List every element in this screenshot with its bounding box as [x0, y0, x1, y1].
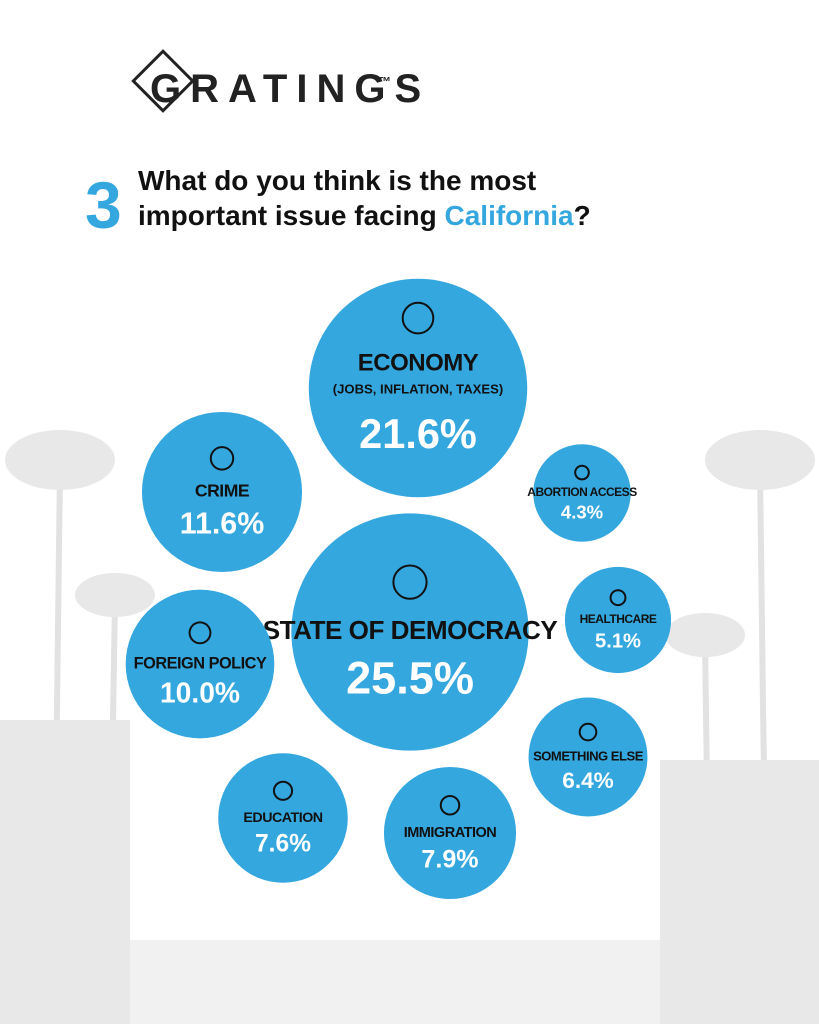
question-text: important issue facing [138, 200, 445, 231]
brand: GRATINGS [150, 67, 430, 111]
category-label: IMMIGRATION [404, 825, 497, 841]
icon [574, 464, 590, 481]
category-label: ABORTION ACCESS [527, 485, 637, 499]
icon [188, 621, 212, 645]
question-number: 3 [85, 168, 122, 242]
category-label: EDUCATION [243, 810, 322, 826]
bubble [533, 444, 631, 542]
value-label: 21.6% [359, 410, 477, 457]
icon [609, 589, 627, 607]
question-highlight: California [445, 200, 575, 231]
icon [272, 780, 294, 801]
icon [209, 446, 235, 471]
bubble [291, 513, 529, 751]
question-line: important issue facing California? [138, 200, 591, 231]
value-label: 11.6% [180, 507, 265, 541]
bubble [218, 753, 348, 883]
value-label: 7.6% [255, 831, 311, 858]
category-label: ECONOMY [358, 349, 479, 376]
bubble [383, 766, 517, 900]
bubble [141, 411, 303, 573]
background-palms [0, 430, 819, 1025]
category-label: STATE OF DEMOCRACY [263, 615, 558, 645]
value-label: 7.9% [421, 845, 478, 873]
icon [392, 564, 428, 600]
bubble [564, 566, 672, 674]
icon [439, 795, 461, 816]
bubbles: ECONOMY (JOBS, INFLATION, TAXES) 21.6% ABOR… [125, 278, 672, 900]
bubble [528, 697, 648, 817]
value-label: 5.1% [595, 631, 641, 653]
question-text: ? [574, 200, 591, 231]
category-label: CRIME [195, 481, 250, 501]
category-label: SOMETHING ELSE [533, 748, 644, 763]
icon [401, 301, 435, 335]
question-line: What do you think is the most [138, 165, 536, 196]
logo-diamond [131, 49, 195, 113]
value-label: 10.0% [160, 677, 240, 709]
logo: GRATINGS ™ [131, 49, 430, 113]
category-label: FOREIGN POLICY [134, 654, 267, 672]
value-label: 6.4% [562, 768, 613, 793]
bubble [308, 278, 528, 498]
bubble [125, 589, 275, 739]
category-label: HEALTHCARE [580, 612, 657, 626]
value-label: 25.5% [346, 653, 474, 704]
icon [578, 722, 598, 742]
value-label: 4.3% [561, 501, 603, 522]
trademark: ™ [378, 74, 391, 89]
category-sublabel: (JOBS, INFLATION, TAXES) [333, 382, 503, 397]
